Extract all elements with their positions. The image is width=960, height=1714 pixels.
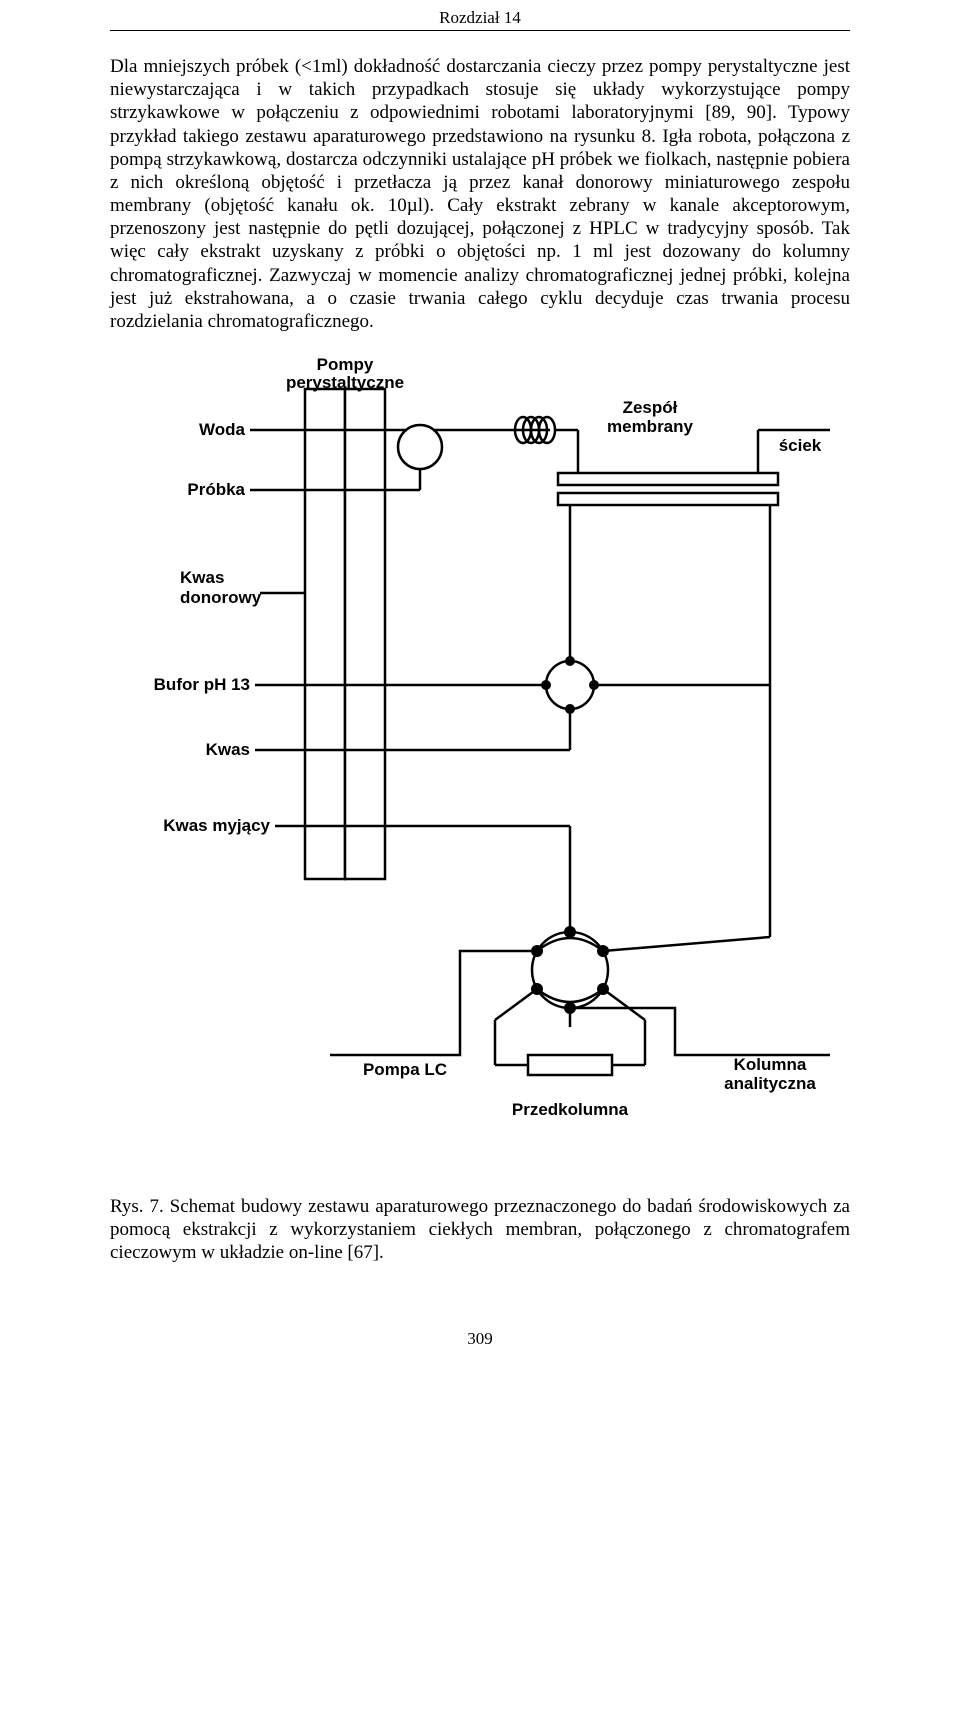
donor-acid-label-1: Kwas (180, 568, 224, 587)
sample-label: Próbka (187, 480, 245, 499)
membrane-label-1: Zespół (623, 398, 678, 417)
pumps-label-1: Pompy (317, 355, 374, 374)
donor-acid-label-2: donorowy (180, 588, 262, 607)
paragraph-text: Dla mniejszych próbek (<1ml) dokładność … (110, 55, 850, 333)
pump-lc-label: Pompa LC (363, 1060, 447, 1079)
wash-acid-label: Kwas myjący (163, 816, 270, 835)
caption-text: Rys. 7. Schemat budowy zestawu aparaturo… (110, 1196, 850, 1263)
diagram-container: Pompy perystaltyczne Woda Zespół membran… (110, 355, 850, 1175)
page-number: 309 (110, 1329, 850, 1349)
chapter-header: Rozdział 14 (110, 8, 850, 31)
column-label-1: Kolumna (734, 1055, 807, 1074)
acid-label: Kwas (206, 740, 250, 759)
precolumn-label: Przedkolumna (512, 1100, 629, 1119)
membrane-label-2: membrany (607, 417, 694, 436)
page-number-value: 309 (467, 1329, 493, 1348)
column-label-2: analityczna (724, 1074, 816, 1093)
pumps-label-2: perystaltyczne (286, 373, 404, 392)
figure-caption: Rys. 7. Schemat budowy zestawu aparaturo… (110, 1195, 850, 1265)
water-label: Woda (199, 420, 246, 439)
waste-label: ściek (779, 436, 822, 455)
body-paragraph: Dla mniejszych próbek (<1ml) dokładność … (110, 55, 850, 333)
chapter-label: Rozdział 14 (439, 8, 521, 27)
buffer-label: Bufor pH 13 (154, 675, 250, 694)
apparatus-diagram: Pompy perystaltyczne Woda Zespół membran… (130, 355, 830, 1175)
